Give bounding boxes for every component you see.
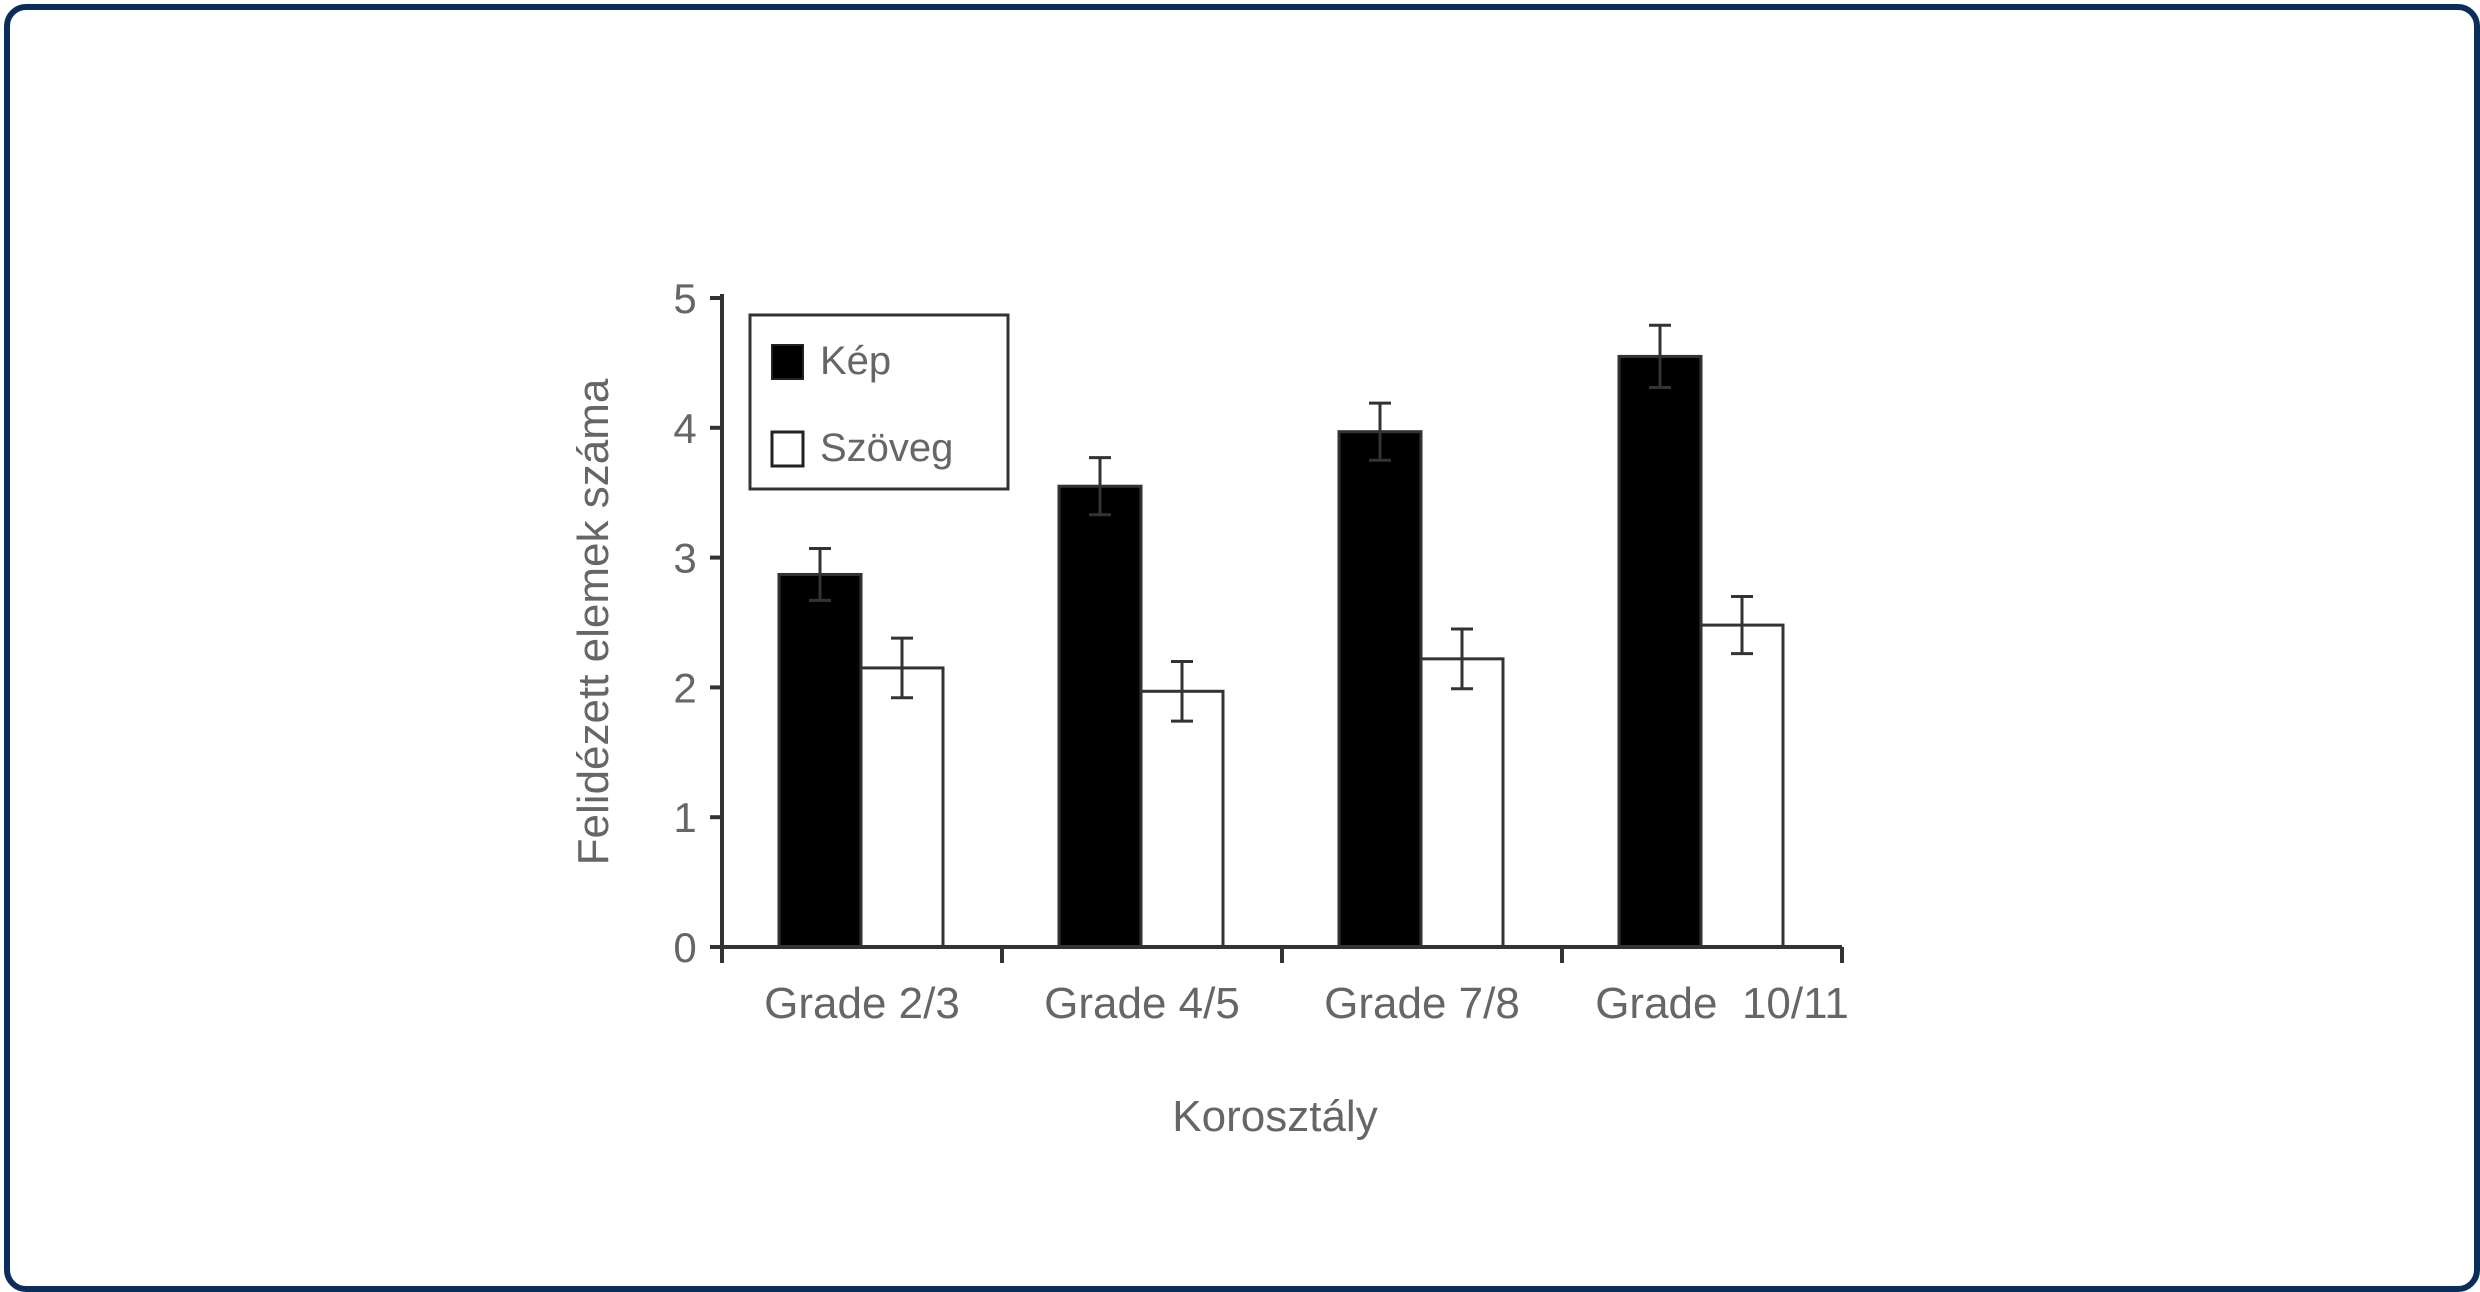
bar-kep-1 [777,572,863,949]
legend: Kép Szöveg [748,313,1010,491]
y-tick-label-3: 3 [673,535,696,582]
bar-szoveg-3 [1419,657,1505,949]
x-tick-label-3: Grade 7/8 [1324,979,1520,1028]
y-axis-title: Felidézett elemek száma [569,378,618,865]
legend-swatch-kep [771,344,804,380]
y-tick-label-4: 4 [673,405,696,452]
chart-frame [4,4,2480,1292]
x-tick-label-1: Grade 2/3 [764,979,960,1028]
bar-kep-3 [1337,430,1423,949]
x-tick-label-2: Grade 4/5 [1044,979,1240,1028]
bar-szoveg-1 [859,666,945,949]
bar-kep-4 [1617,354,1703,949]
y-tick-label-5: 5 [673,275,696,322]
bar-kep-2 [1057,484,1143,949]
x-axis-title: Korosztály [1172,1092,1377,1141]
y-tick-label-0: 0 [673,924,696,971]
bars-layer [777,323,1785,949]
y-tick-label-2: 2 [673,664,696,711]
axes-layer: Grade 2/3 Grade 4/5 Grade 7/8 Grade 10/11 0 1… [673,275,1848,1028]
legend-swatch-szoveg [770,430,805,468]
y-tick-label-1: 1 [673,794,696,841]
legend-label-kep: Kép [820,339,891,383]
x-tick-label-4: Grade 10/11 [1595,979,1849,1028]
bar-szoveg-2 [1139,689,1225,949]
legend-label-szoveg: Szöveg [820,426,953,470]
bar-szoveg-4 [1699,623,1785,949]
